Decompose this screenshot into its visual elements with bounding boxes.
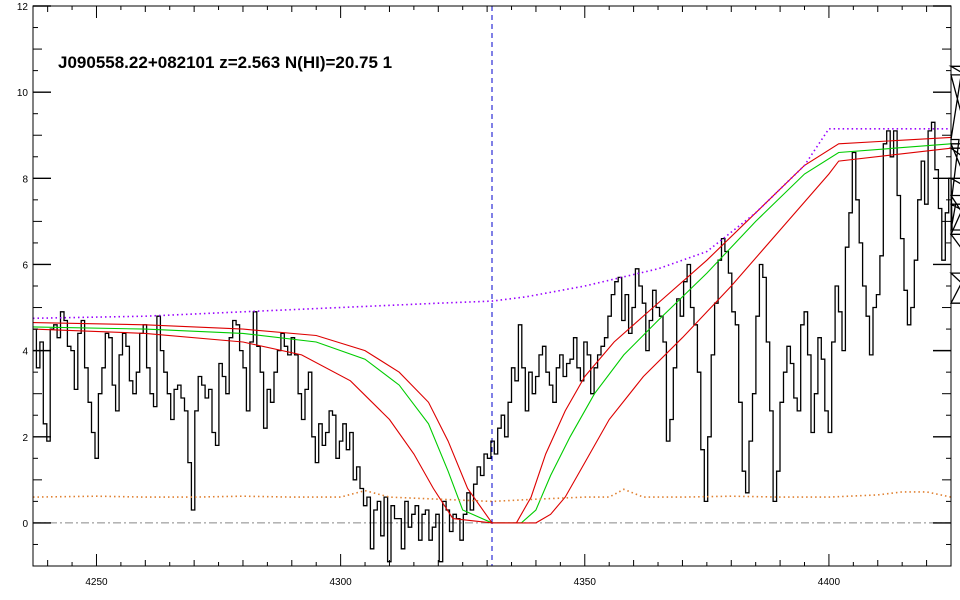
plot-title: J090558.22+082101 z=2.563 N(HI)=20.75 1 xyxy=(58,53,392,72)
y-tick-label: 10 xyxy=(17,88,29,99)
fit-line xyxy=(32,143,952,524)
x-tick-label: 4250 xyxy=(85,577,108,588)
fit-lower-line xyxy=(32,147,952,524)
y-tick-label: 2 xyxy=(22,433,28,444)
y-tick-label: 12 xyxy=(17,2,29,13)
x-tick-label: 4400 xyxy=(818,577,841,588)
data-layer xyxy=(32,6,960,566)
fit-upper-line xyxy=(32,136,952,524)
y-tick-label: 4 xyxy=(22,347,28,358)
y-tick-label: 8 xyxy=(22,174,28,185)
y-tick-label: 0 xyxy=(22,519,28,530)
x-tick-label: 4300 xyxy=(330,577,353,588)
flux-step-line xyxy=(33,65,960,563)
x-tick-label: 4350 xyxy=(574,577,597,588)
axes-layer: 4250 4300 4350 4400 0 2 4 6 8 10 12 xyxy=(17,2,952,588)
continuum-line xyxy=(32,128,951,320)
y-tick-label: 6 xyxy=(22,260,28,271)
